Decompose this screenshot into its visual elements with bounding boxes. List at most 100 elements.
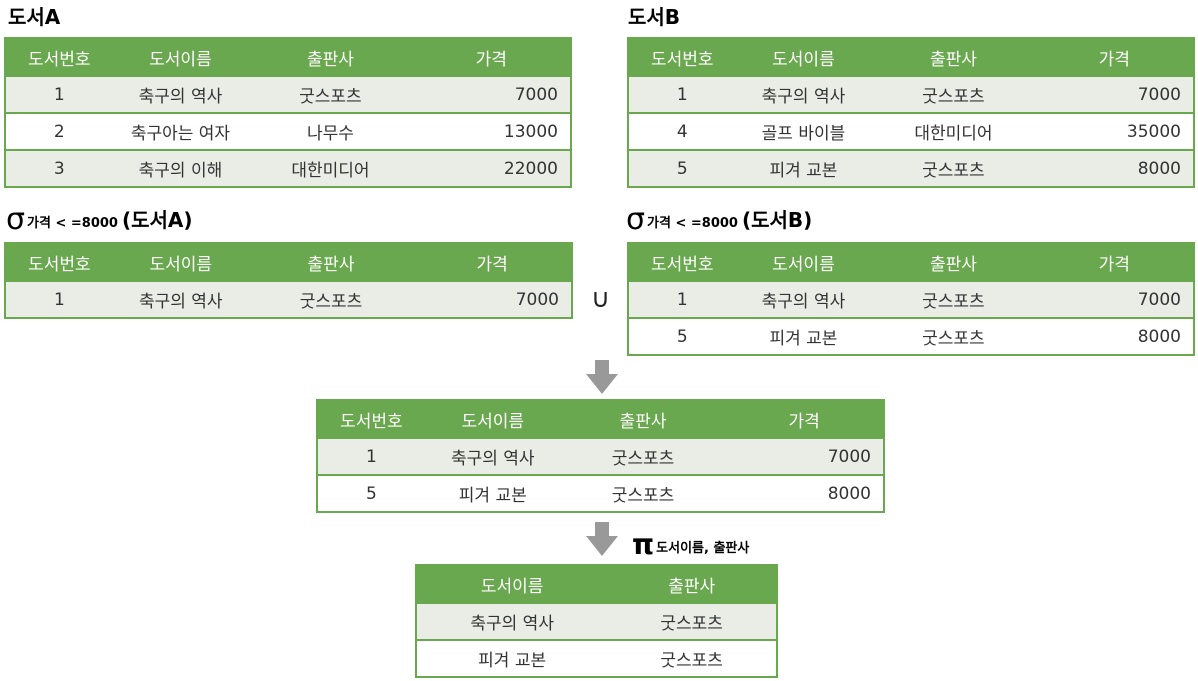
- column-header: 도서번호: [317, 400, 425, 438]
- table-cell: 1: [317, 437, 425, 475]
- table-cell: 8000: [1035, 149, 1194, 187]
- column-header: 가격: [1035, 38, 1194, 76]
- table-row: 4 골프 바이블 대한미디어 35000: [628, 112, 1194, 150]
- project-result-table: 도서이름 출판사 축구의 역사 굿스포츠 피겨 교본 굿스포츠: [415, 564, 778, 678]
- table-cell: 피겨 교본: [424, 474, 561, 512]
- column-header: 출판사: [560, 400, 726, 438]
- column-header: 출판사: [248, 243, 414, 281]
- sigma-symbol: σ: [6, 202, 26, 237]
- table-cell: 축구의 역사: [112, 280, 249, 318]
- select-a-title: σ 가격 < =8000 (도서A): [6, 205, 193, 236]
- table-row: 축구의 역사 굿스포츠: [416, 602, 777, 640]
- column-header: 출판사: [871, 38, 1036, 76]
- column-header: 출판사: [607, 565, 777, 603]
- column-header: 출판사: [248, 38, 413, 76]
- table-cell: 1: [628, 280, 736, 318]
- header-row: 도서번호 도서이름 출판사 가격: [5, 38, 571, 76]
- table-cell: 7000: [725, 437, 884, 475]
- table-a-title: 도서A: [8, 5, 61, 29]
- select-b-title: σ 가격 < =8000 (도서B): [626, 205, 813, 236]
- table-cell: 축구의 역사: [112, 75, 249, 113]
- table-cell: 피겨 교본: [735, 149, 872, 187]
- sigma-symbol: σ: [626, 202, 646, 237]
- column-header: 도서이름: [112, 38, 249, 76]
- header-row: 도서이름 출판사: [416, 565, 777, 603]
- table-row: 3 축구의 이해 대한미디어 22000: [5, 149, 571, 187]
- table-cell: 1: [5, 280, 113, 318]
- table-row: 5 피겨 교본 굿스포츠 8000: [317, 474, 884, 512]
- table-cell: 8000: [1035, 317, 1194, 355]
- column-header: 가격: [725, 400, 884, 438]
- table-cell: 5: [317, 474, 425, 512]
- column-header: 도서이름: [416, 565, 608, 603]
- table-cell: 굿스포츠: [560, 437, 726, 475]
- table-row: 1 축구의 역사 굿스포츠 7000: [5, 280, 572, 318]
- header-row: 도서번호 도서이름 출판사 가격: [5, 243, 572, 281]
- select-a-argument: (도서A): [121, 208, 193, 232]
- table-cell: 굿스포츠: [871, 280, 1036, 318]
- table-cell: 축구아는 여자: [112, 112, 249, 150]
- table-b-title: 도서B: [628, 5, 681, 29]
- select-a-condition: 가격 < =8000: [27, 216, 118, 231]
- select-b-condition: 가격 < =8000: [647, 216, 738, 231]
- column-header: 도서이름: [735, 243, 872, 281]
- select-b-argument: (도서B): [741, 208, 813, 232]
- column-header: 도서이름: [424, 400, 561, 438]
- table-cell: 22000: [412, 149, 571, 187]
- table-cell: 1: [628, 75, 736, 113]
- table-cell: 굿스포츠: [560, 474, 726, 512]
- table-row: 5 피겨 교본 굿스포츠 8000: [628, 149, 1194, 187]
- column-header: 도서번호: [5, 38, 113, 76]
- table-cell: 굿스포츠: [871, 75, 1036, 113]
- table-row: 1 축구의 역사 굿스포츠 7000: [5, 75, 571, 113]
- table-cell: 굿스포츠: [248, 75, 413, 113]
- select-a-result-table: 도서번호 도서이름 출판사 가격 1 축구의 역사 굿스포츠 7000: [4, 242, 573, 319]
- table-cell: 굿스포츠: [871, 149, 1036, 187]
- table-row: 1 축구의 역사 굿스포츠 7000: [628, 75, 1194, 113]
- table-cell: 피겨 교본: [416, 639, 608, 677]
- table-cell: 3: [5, 149, 113, 187]
- table-cell: 2: [5, 112, 113, 150]
- column-header: 가격: [1035, 243, 1194, 281]
- table-cell: 7000: [1035, 280, 1194, 318]
- column-header: 가격: [413, 243, 572, 281]
- union-result-table: 도서번호 도서이름 출판사 가격 1 축구의 역사 굿스포츠 7000 5 피겨 교본 굿스포츠 80…: [316, 399, 885, 513]
- table-cell: 5: [628, 317, 736, 355]
- table-cell: 7000: [413, 280, 572, 318]
- column-header: 도서번호: [5, 243, 113, 281]
- down-arrow-icon: [586, 360, 618, 394]
- pi-symbol: π: [632, 528, 655, 561]
- select-b-result-table: 도서번호 도서이름 출판사 가격 1 축구의 역사 굿스포츠 7000 5 피겨 교본 굿스포츠 80…: [627, 242, 1195, 356]
- table-cell: 35000: [1035, 112, 1194, 150]
- column-header: 도서이름: [735, 38, 872, 76]
- table-cell: 대한미디어: [871, 112, 1036, 150]
- table-row: 피겨 교본 굿스포츠: [416, 639, 777, 677]
- table-cell: 대한미디어: [248, 149, 413, 187]
- table-row: 1 축구의 역사 굿스포츠 7000: [628, 280, 1194, 318]
- project-attributes: 도서이름, 출판사: [656, 541, 750, 556]
- table-cell: 4: [628, 112, 736, 150]
- table-cell: 7000: [412, 75, 571, 113]
- table-cell: 굿스포츠: [871, 317, 1036, 355]
- table-cell: 축구의 역사: [424, 437, 561, 475]
- table-cell: 축구의 역사: [416, 602, 608, 640]
- table-row: 5 피겨 교본 굿스포츠 8000: [628, 317, 1194, 355]
- column-header: 도서번호: [628, 38, 736, 76]
- table-cell: 굿스포츠: [607, 602, 777, 640]
- down-arrow-icon: [586, 522, 618, 556]
- table-a: 도서번호 도서이름 출판사 가격 1 축구의 역사 굿스포츠 7000 2 축구아는 여자 나무수 1…: [4, 37, 572, 188]
- header-row: 도서번호 도서이름 출판사 가격: [628, 38, 1194, 76]
- table-cell: 굿스포츠: [607, 639, 777, 677]
- table-cell: 1: [5, 75, 113, 113]
- table-row: 2 축구아는 여자 나무수 13000: [5, 112, 571, 150]
- table-cell: 5: [628, 149, 736, 187]
- header-row: 도서번호 도서이름 출판사 가격: [628, 243, 1194, 281]
- project-title: π 도서이름, 출판사: [632, 531, 753, 561]
- column-header: 가격: [412, 38, 571, 76]
- table-cell: 나무수: [248, 112, 413, 150]
- table-row: 1 축구의 역사 굿스포츠 7000: [317, 437, 884, 475]
- table-cell: 축구의 이해: [112, 149, 249, 187]
- table-cell: 축구의 역사: [735, 75, 872, 113]
- table-cell: 굿스포츠: [248, 280, 414, 318]
- union-symbol: ∪: [591, 284, 611, 314]
